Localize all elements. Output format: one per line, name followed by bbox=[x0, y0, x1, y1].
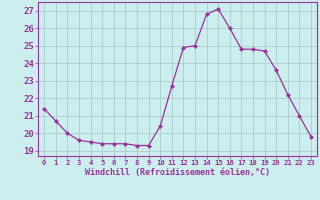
X-axis label: Windchill (Refroidissement éolien,°C): Windchill (Refroidissement éolien,°C) bbox=[85, 168, 270, 177]
